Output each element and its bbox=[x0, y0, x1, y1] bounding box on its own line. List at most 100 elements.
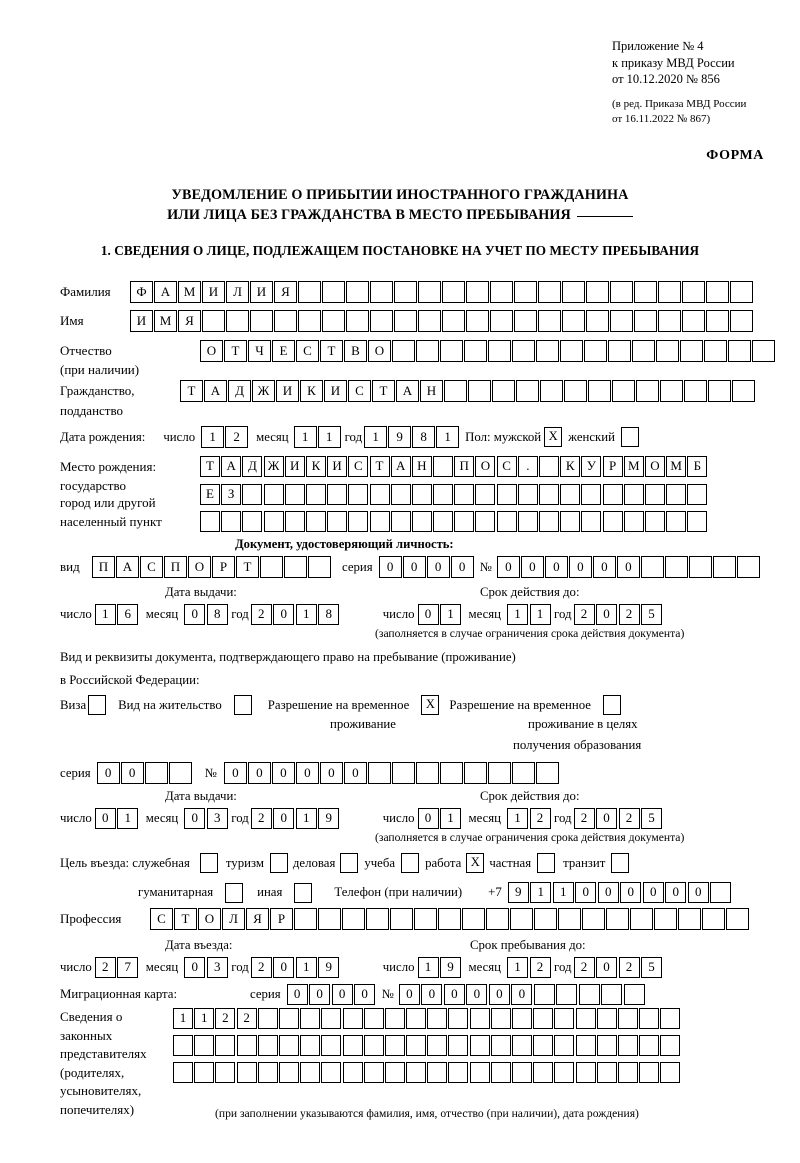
char-cell[interactable] bbox=[596, 1008, 617, 1029]
char-cell[interactable] bbox=[433, 511, 454, 532]
char-cell[interactable] bbox=[300, 1008, 321, 1029]
char-cell[interactable]: 1 bbox=[293, 426, 317, 448]
char-cell[interactable]: Ж bbox=[263, 456, 284, 477]
char-cell[interactable] bbox=[706, 310, 729, 332]
char-cell[interactable] bbox=[370, 281, 393, 303]
char-cell[interactable]: 2 bbox=[250, 604, 272, 625]
char-cell[interactable]: Т bbox=[174, 908, 197, 930]
char-cell[interactable] bbox=[202, 310, 225, 332]
char-cell[interactable]: 1 bbox=[440, 808, 461, 829]
char-cell[interactable] bbox=[236, 1035, 257, 1056]
char-cell[interactable]: 5 bbox=[641, 808, 662, 829]
char-cell[interactable] bbox=[586, 281, 609, 303]
char-cell[interactable] bbox=[322, 281, 345, 303]
legal-reps-cells-row2[interactable] bbox=[173, 1035, 682, 1056]
char-cell[interactable] bbox=[630, 908, 653, 930]
char-cell[interactable]: К bbox=[300, 380, 323, 402]
char-cell[interactable] bbox=[215, 1035, 236, 1056]
char-cell[interactable]: Т bbox=[224, 340, 247, 362]
char-cell[interactable] bbox=[278, 1035, 299, 1056]
char-cell[interactable]: 9 bbox=[388, 426, 412, 448]
char-cell[interactable] bbox=[390, 484, 411, 505]
char-cell[interactable] bbox=[514, 281, 537, 303]
char-cell[interactable]: 2 bbox=[94, 957, 116, 978]
char-cell[interactable] bbox=[682, 281, 705, 303]
char-cell[interactable] bbox=[454, 511, 475, 532]
char-cell[interactable] bbox=[284, 511, 305, 532]
char-cell[interactable]: Н bbox=[411, 456, 432, 477]
purpose-humanitarian-checkbox[interactable] bbox=[225, 882, 244, 903]
char-cell[interactable]: Л bbox=[226, 281, 249, 303]
char-cell[interactable] bbox=[516, 380, 539, 402]
char-cell[interactable] bbox=[490, 1035, 511, 1056]
char-cell[interactable] bbox=[490, 310, 513, 332]
char-cell[interactable]: 0 bbox=[421, 984, 443, 1005]
char-cell[interactable] bbox=[533, 984, 555, 1005]
char-cell[interactable] bbox=[173, 1035, 193, 1056]
char-cell[interactable] bbox=[448, 1062, 469, 1083]
char-cell[interactable] bbox=[257, 1008, 278, 1029]
char-cell[interactable] bbox=[321, 1062, 342, 1083]
purpose-study-checkbox[interactable] bbox=[401, 853, 420, 873]
char-cell[interactable]: 1 bbox=[417, 957, 439, 978]
char-cell[interactable] bbox=[496, 484, 517, 505]
char-cell[interactable] bbox=[539, 484, 559, 505]
char-cell[interactable] bbox=[496, 511, 517, 532]
char-cell[interactable] bbox=[342, 1008, 363, 1029]
char-cell[interactable] bbox=[510, 908, 533, 930]
char-cell[interactable] bbox=[658, 281, 681, 303]
char-cell[interactable]: 0 bbox=[620, 882, 642, 903]
char-cell[interactable]: 0 bbox=[443, 984, 465, 1005]
char-cell[interactable]: 2 bbox=[529, 808, 551, 829]
char-cell[interactable] bbox=[278, 1008, 299, 1029]
char-cell[interactable]: 2 bbox=[618, 957, 640, 978]
char-cell[interactable] bbox=[342, 1035, 363, 1056]
char-cell[interactable]: П bbox=[164, 556, 187, 578]
char-cell[interactable] bbox=[554, 1062, 575, 1083]
char-cell[interactable] bbox=[581, 484, 602, 505]
char-cell[interactable] bbox=[406, 1035, 427, 1056]
char-cell[interactable] bbox=[752, 340, 775, 362]
char-cell[interactable]: 8 bbox=[206, 604, 228, 625]
char-cell[interactable] bbox=[564, 380, 587, 402]
char-cell[interactable] bbox=[414, 908, 437, 930]
char-cell[interactable]: И bbox=[130, 310, 153, 332]
char-cell[interactable] bbox=[346, 310, 369, 332]
char-cell[interactable] bbox=[390, 511, 411, 532]
char-cell[interactable] bbox=[384, 1035, 405, 1056]
char-cell[interactable]: 0 bbox=[331, 984, 353, 1005]
char-cell[interactable]: 1 bbox=[440, 604, 461, 625]
char-cell[interactable] bbox=[274, 310, 297, 332]
char-cell[interactable] bbox=[466, 310, 489, 332]
char-cell[interactable] bbox=[215, 1062, 236, 1083]
char-cell[interactable]: А bbox=[390, 456, 411, 477]
char-cell[interactable] bbox=[492, 380, 515, 402]
char-cell[interactable]: 0 bbox=[184, 808, 206, 829]
char-cell[interactable] bbox=[321, 1008, 342, 1029]
char-cell[interactable] bbox=[284, 556, 307, 578]
char-cell[interactable]: 0 bbox=[520, 556, 544, 578]
char-cell[interactable]: 0 bbox=[184, 604, 206, 625]
char-cell[interactable] bbox=[469, 1008, 490, 1029]
char-cell[interactable] bbox=[439, 762, 463, 784]
char-cell[interactable] bbox=[194, 1062, 215, 1083]
char-cell[interactable] bbox=[418, 281, 441, 303]
char-cell[interactable] bbox=[433, 456, 454, 477]
char-cell[interactable]: 9 bbox=[318, 808, 340, 829]
char-cell[interactable] bbox=[610, 281, 633, 303]
char-cell[interactable] bbox=[363, 1062, 384, 1083]
char-cell[interactable]: 0 bbox=[96, 762, 120, 784]
char-cell[interactable] bbox=[582, 908, 605, 930]
char-cell[interactable] bbox=[488, 340, 511, 362]
char-cell[interactable] bbox=[533, 1035, 554, 1056]
char-cell[interactable]: Я bbox=[274, 281, 297, 303]
char-cell[interactable]: 0 bbox=[596, 604, 617, 625]
char-cell[interactable] bbox=[298, 281, 321, 303]
